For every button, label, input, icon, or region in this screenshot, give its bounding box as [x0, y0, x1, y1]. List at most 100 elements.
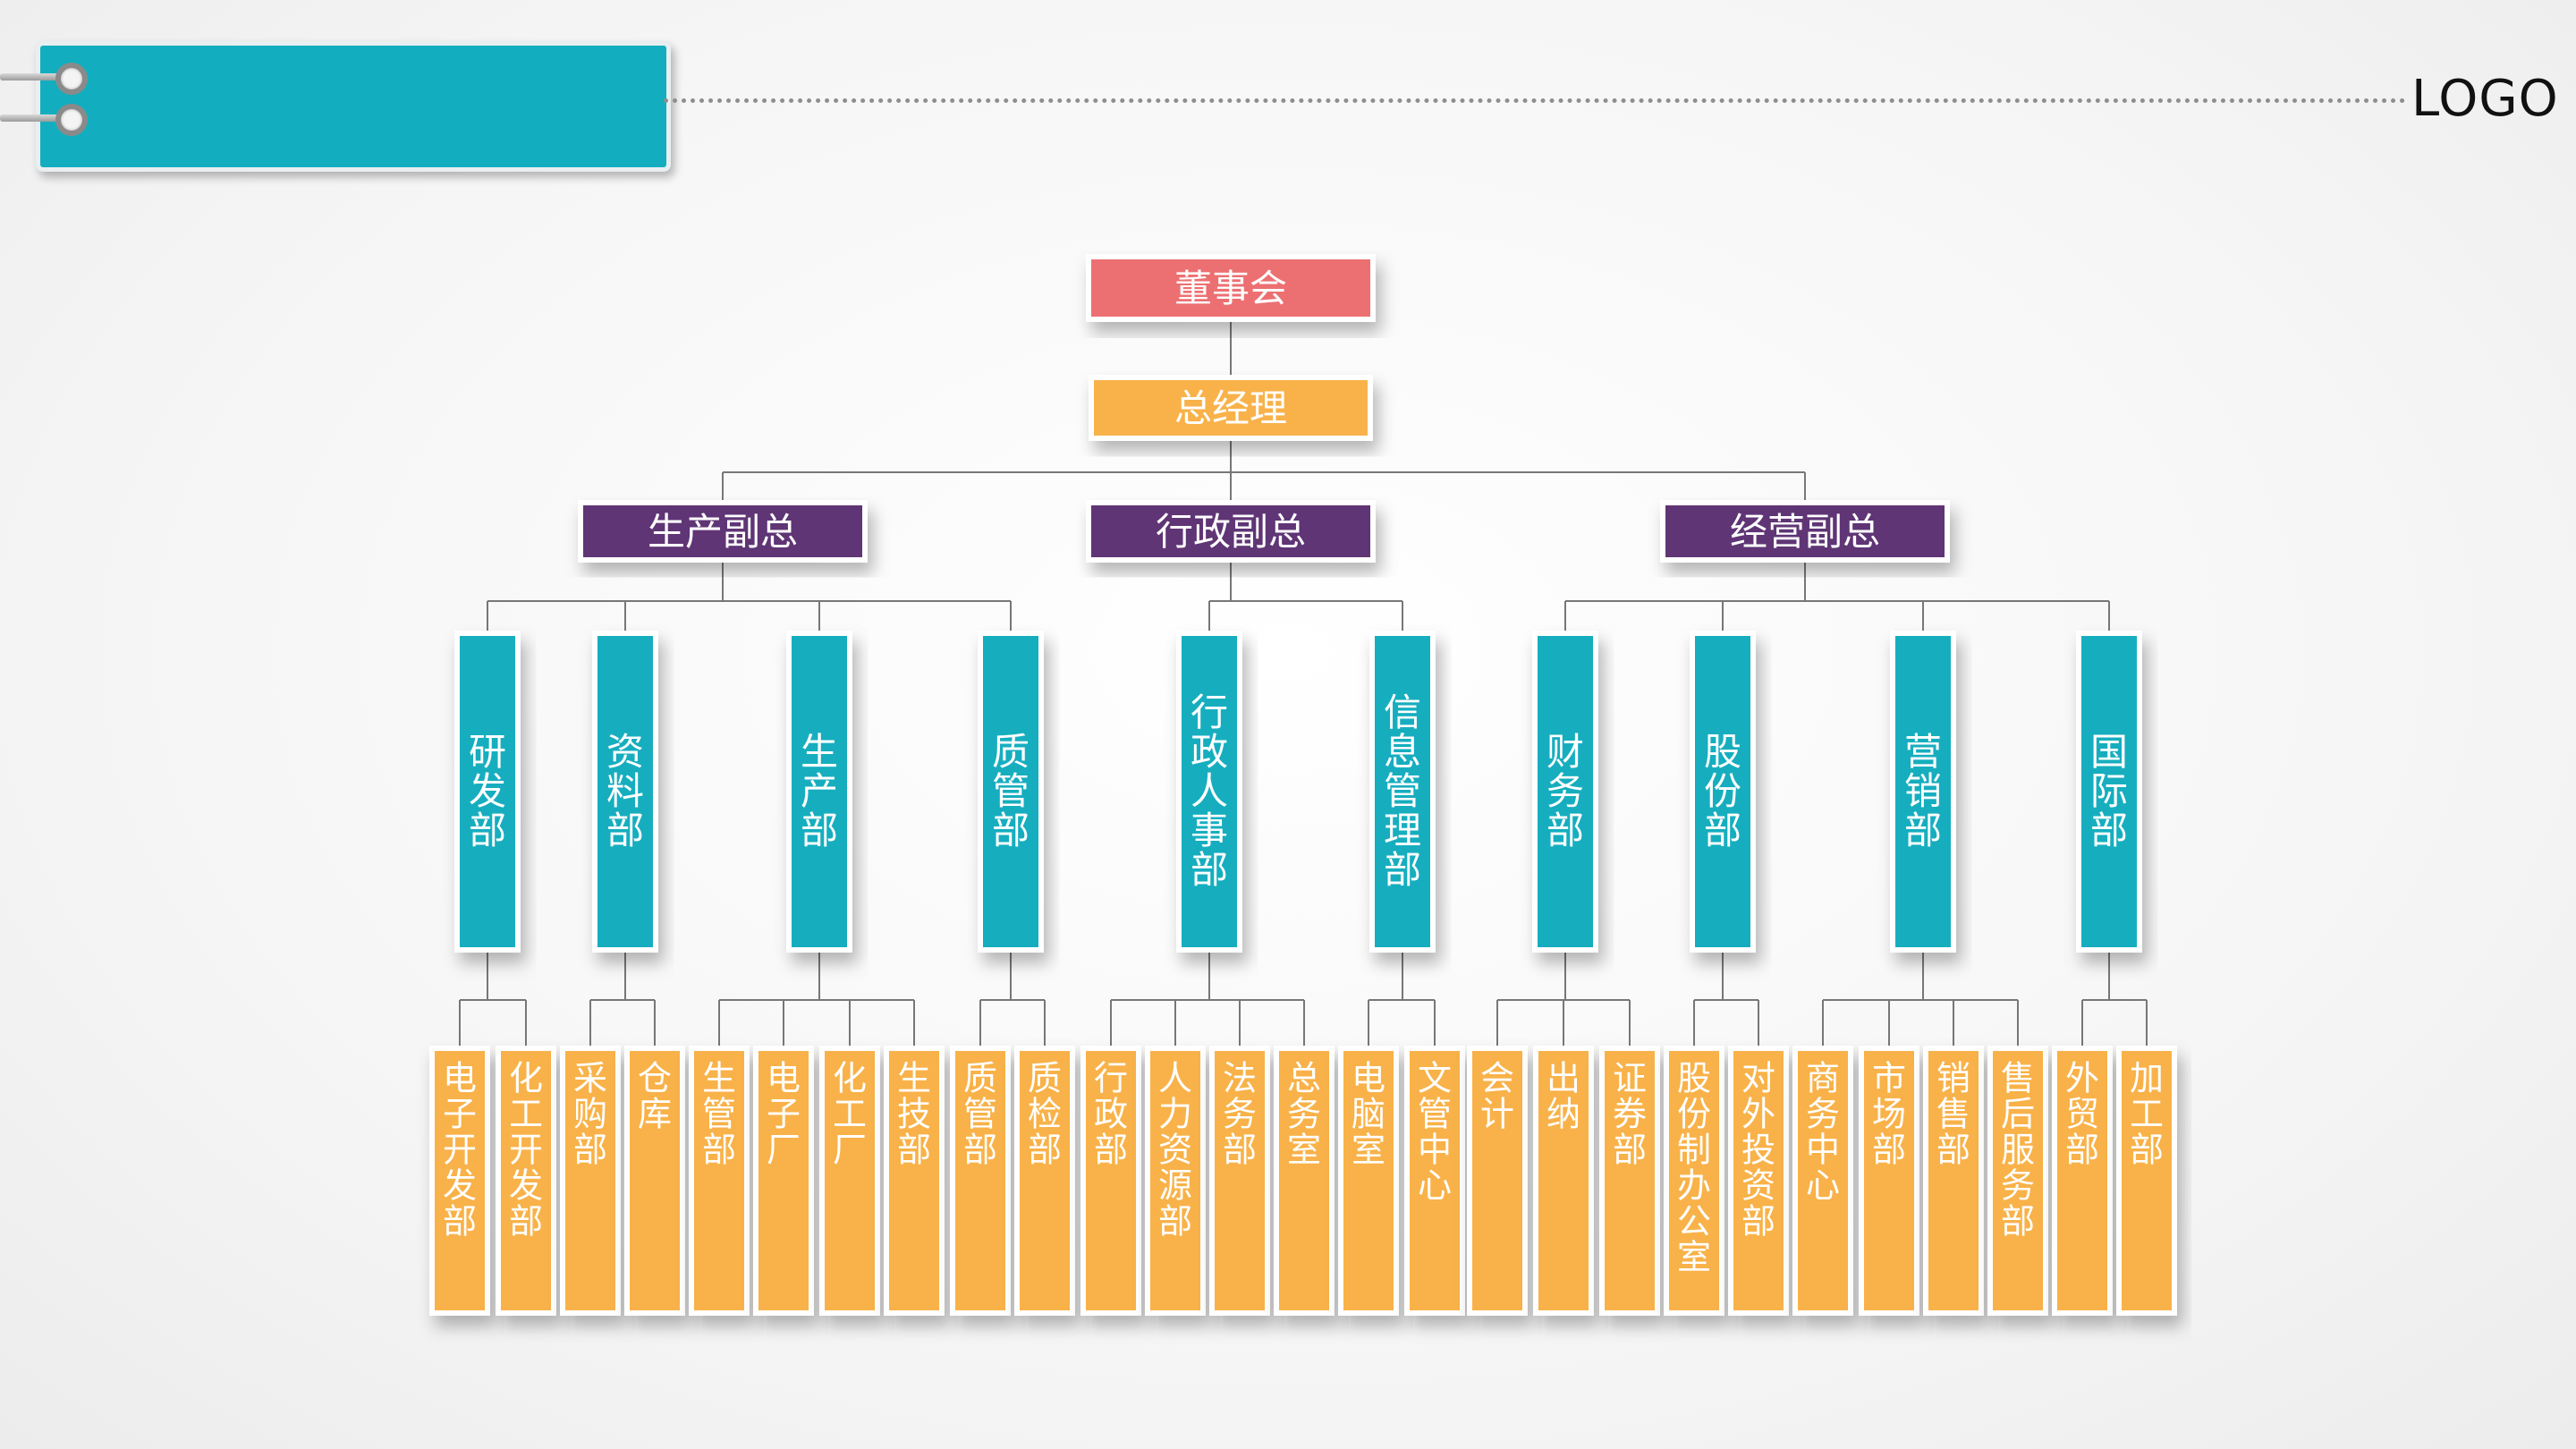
unit-node-box: [1664, 1046, 1724, 1316]
unit-node: 质管部: [950, 1046, 1011, 1316]
unit-node-label: 股份制办公室: [1677, 1059, 1711, 1277]
department-node: 国际部: [2076, 631, 2142, 953]
department-node-box: [592, 631, 658, 953]
unit-node-box: [429, 1046, 490, 1316]
department-node: 信息管理部: [1369, 631, 1436, 953]
unit-node-box: [1599, 1046, 1660, 1316]
unit-node-label: 行政部: [1094, 1059, 1128, 1170]
department-node: 股份部: [1690, 631, 1756, 953]
department-node: 研发部: [454, 631, 521, 953]
board-node: 董事会: [1086, 254, 1376, 322]
unit-node-label: 证券部: [1613, 1059, 1647, 1170]
unit-node-label: 电脑室: [1352, 1059, 1385, 1170]
department-node-label: 营销部: [1904, 730, 1942, 852]
unit-node-label: 出纳: [1546, 1059, 1580, 1134]
unit-node: 行政部: [1080, 1046, 1141, 1316]
department-node: 营销部: [1890, 631, 1956, 953]
unit-node-label: 人力资源部: [1158, 1059, 1192, 1241]
department-node-box: [1890, 631, 1956, 953]
unit-node-box: [819, 1046, 880, 1316]
unit-node-box: [496, 1046, 556, 1316]
department-node-box: [454, 631, 521, 953]
logo: LOGO: [2411, 70, 2559, 128]
unit-node-box: [1014, 1046, 1075, 1316]
department-node-box: [2076, 631, 2142, 953]
unit-node-box: [1404, 1046, 1465, 1316]
unit-node-box: [753, 1046, 814, 1316]
unit-node-box: [1467, 1046, 1528, 1316]
vice-president-node: 行政副总: [1086, 500, 1376, 563]
unit-node-box: [1533, 1046, 1594, 1316]
unit-node: 对外投资部: [1728, 1046, 1789, 1316]
unit-node-box: [1859, 1046, 1919, 1316]
unit-node-label: 法务部: [1223, 1059, 1257, 1170]
unit-node: 化工开发部: [496, 1046, 556, 1316]
department-node-box: [1176, 631, 1242, 953]
unit-node: 市场部: [1859, 1046, 1919, 1316]
unit-node: 生管部: [689, 1046, 750, 1316]
department-node-label: 国际部: [2090, 730, 2128, 852]
unit-node-label: 仓库: [638, 1059, 672, 1134]
unit-node-label: 化工厂: [833, 1059, 867, 1170]
vice-president-node-label: 经营副总: [1730, 510, 1880, 554]
vice-president-node-box: [1086, 500, 1376, 563]
unit-node-box: [624, 1046, 685, 1316]
department-node-label: 生产部: [801, 730, 838, 852]
unit-node-label: 电子开发部: [443, 1059, 477, 1241]
department-node-label: 财务部: [1546, 730, 1584, 852]
unit-node-box: [884, 1046, 945, 1316]
binder-ring-icon: [55, 104, 88, 136]
unit-node-label: 文管中心: [1418, 1059, 1452, 1206]
department-node-label: 行政人事部: [1191, 691, 1228, 892]
vice-president-node-label: 行政副总: [1156, 510, 1306, 554]
unit-node-label: 对外投资部: [1741, 1059, 1775, 1241]
unit-node-box: [2052, 1046, 2113, 1316]
department-node: 质管部: [978, 631, 1044, 953]
vice-president-node-box: [578, 500, 868, 563]
unit-node-label: 加工部: [2130, 1059, 2164, 1170]
board-node-label: 董事会: [1174, 267, 1287, 310]
unit-node: 商务中心: [1792, 1046, 1853, 1316]
unit-node-box: [2116, 1046, 2177, 1316]
title-banner: [36, 41, 671, 172]
unit-node-box: [1274, 1046, 1335, 1316]
unit-node-label: 生技部: [897, 1059, 931, 1170]
unit-node-box: [1145, 1046, 1206, 1316]
unit-node: 加工部: [2116, 1046, 2177, 1316]
unit-node-label: 质检部: [1028, 1059, 1062, 1170]
unit-node: 化工厂: [819, 1046, 880, 1316]
department-node-label: 信息管理部: [1384, 691, 1421, 892]
department-node-box: [1369, 631, 1436, 953]
unit-node: 文管中心: [1404, 1046, 1465, 1316]
vice-president-node: 生产副总: [578, 500, 868, 563]
department-node: 行政人事部: [1176, 631, 1242, 953]
department-node-label: 资料部: [606, 730, 644, 852]
unit-node-label: 市场部: [1872, 1059, 1906, 1170]
general-manager-node-label: 总经理: [1174, 386, 1287, 430]
header-divider: [664, 98, 2406, 103]
department-node: 生产部: [786, 631, 852, 953]
unit-node: 会计: [1467, 1046, 1528, 1316]
unit-node-label: 会计: [1480, 1059, 1514, 1134]
unit-node-label: 总务室: [1287, 1059, 1321, 1170]
unit-node: 股份制办公室: [1664, 1046, 1724, 1316]
vice-president-node: 经营副总: [1660, 500, 1950, 563]
unit-node-label: 采购部: [573, 1059, 607, 1170]
unit-node-box: [1923, 1046, 1984, 1316]
department-node-label: 股份部: [1704, 730, 1741, 852]
department-node-box: [786, 631, 852, 953]
unit-node: 销售部: [1923, 1046, 1984, 1316]
department-node-label: 质管部: [992, 730, 1030, 852]
unit-node: 法务部: [1209, 1046, 1270, 1316]
department-node-box: [1690, 631, 1756, 953]
unit-node: 人力资源部: [1145, 1046, 1206, 1316]
unit-node: 质检部: [1014, 1046, 1075, 1316]
unit-node-box: [1209, 1046, 1270, 1316]
department-node-box: [978, 631, 1044, 953]
unit-node-label: 电子厂: [767, 1059, 801, 1170]
vice-president-node-box: [1660, 500, 1950, 563]
unit-node: 电子厂: [753, 1046, 814, 1316]
unit-node: 售后服务部: [1987, 1046, 2048, 1316]
unit-node-label: 外贸部: [2065, 1059, 2099, 1170]
